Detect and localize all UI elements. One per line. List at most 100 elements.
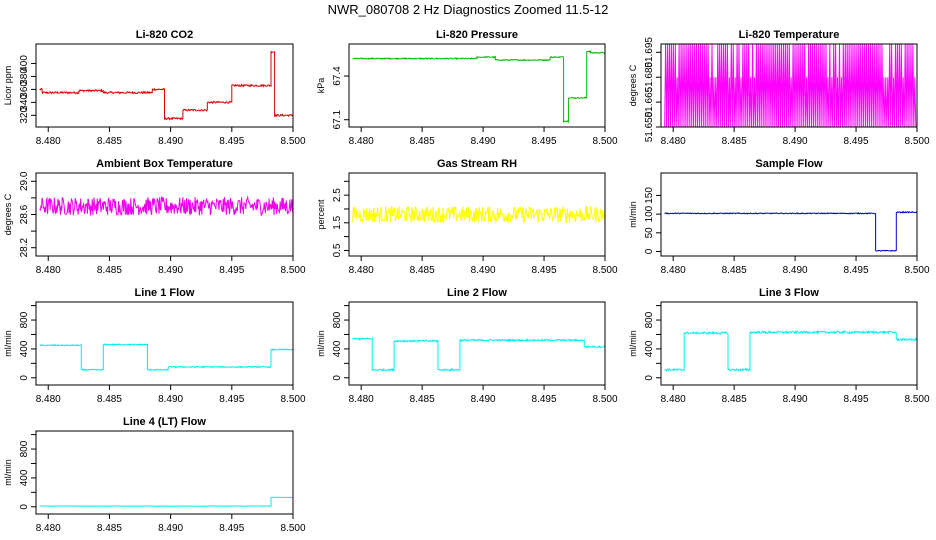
panel-title: Ambient Box Temperature [96,158,233,170]
y-tick-label: 51.680 [644,61,655,92]
y-tick-label: 0 [19,504,30,510]
y-tick-label: 360 [19,81,30,98]
x-tick-label: 8.500 [280,136,305,147]
plot-frame [348,172,606,257]
data-series-line [39,496,293,507]
x-tick-label: 8.495 [219,136,244,147]
x-tick-label: 8.480 [661,136,686,147]
y-tick-label: 29.0 [19,171,30,191]
x-tick-label: 8.490 [471,136,496,147]
x-axis: 8.480 8.485 8.490 8.495 8.500 [661,256,930,276]
chart-panel-7: Line 1 Flow ml/min 8.480 8.485 8.490 8.495 8.5… [3,287,306,405]
y-tick-label: 400 [332,340,343,357]
y-axis: 0 400 800 [332,305,349,381]
page-title: NWR_080708 2 Hz Diagnostics Zoomed 11.5-… [327,2,609,17]
chart-panel-5: Gas Stream RH percent 8.480 8.485 8.490 8.495… [316,158,618,276]
y-tick-label: 800 [19,311,30,328]
y-axis: 0.5 1.5 2.5 [332,180,349,257]
y-axis: 0 400 800 [19,305,36,381]
data-series-line [39,195,293,216]
x-axis: 8.480 8.485 8.490 8.495 8.500 [661,385,930,405]
x-tick-label: 8.490 [783,136,808,147]
y-tick-label: 0 [644,248,655,254]
x-tick-label: 8.500 [592,265,617,276]
x-tick-label: 8.490 [158,523,183,534]
data-series-line [664,210,917,252]
x-tick-label: 8.500 [280,523,305,534]
x-tick-label: 8.485 [722,136,747,147]
y-tick-label: 320 [19,107,30,124]
panel-title: Li-820 Pressure [436,29,518,41]
plot-frame [348,301,606,386]
y-tick-label: 100 [644,205,655,222]
plot-frame [660,172,918,257]
x-tick-label: 8.485 [722,394,747,405]
x-tick-label: 8.485 [97,523,122,534]
x-tick-label: 8.500 [904,265,929,276]
x-axis: 8.480 8.485 8.490 8.495 8.500 [36,385,306,405]
y-axis-label: degrees C [3,193,13,235]
y-tick-label: 340 [19,94,30,111]
y-tick-label: 0 [644,375,655,381]
y-axis-label: Licor ppm [3,66,13,106]
panel-title: Line 3 Flow [759,287,819,299]
x-tick-label: 8.495 [844,136,869,147]
x-tick-label: 8.490 [783,265,808,276]
x-tick-label: 8.485 [410,394,435,405]
x-tick-label: 8.485 [97,136,122,147]
y-axis-label: percent [316,199,326,230]
y-tick-label: 1.5 [332,215,343,229]
panel-title: Line 2 Flow [447,287,507,299]
y-tick-label: 50 [644,227,655,239]
x-tick-label: 8.485 [410,136,435,147]
y-tick-label: 0 [332,375,343,381]
plot-frame [35,172,294,257]
y-axis: 0 400 800 [19,434,36,510]
y-axis: 28.2 28.6 29.0 [19,171,36,257]
panel-title: Sample Flow [755,158,823,170]
y-axis-label: ml/min [3,330,13,357]
x-tick-label: 8.480 [36,394,61,405]
x-tick-label: 8.495 [219,523,244,534]
plot-frame [35,43,294,128]
x-tick-label: 8.480 [349,394,374,405]
x-tick-label: 8.495 [844,265,869,276]
y-tick-label: 400 [644,340,655,357]
y-axis-label: ml/min [316,330,326,357]
x-axis: 8.480 8.485 8.490 8.495 8.500 [349,127,618,147]
x-tick-label: 8.490 [158,265,183,276]
x-tick-label: 8.495 [219,394,244,405]
y-tick-label: 51.695 [644,37,655,68]
y-axis-label: kPa [316,78,326,94]
x-tick-label: 8.495 [219,265,244,276]
x-axis: 8.480 8.485 8.490 8.495 8.500 [349,256,618,276]
chart-panel-9: Line 3 Flow ml/min 8.480 8.485 8.490 8.495 8.5… [628,287,930,405]
x-axis: 8.480 8.485 8.490 8.495 8.500 [36,514,306,534]
y-tick-label: 800 [644,311,655,328]
panel-title: Line 4 (LT) Flow [123,416,206,428]
y-tick-label: 67.1 [332,110,343,130]
plot-frame [660,43,918,128]
x-tick-label: 8.500 [280,265,305,276]
data-series-line [664,44,917,127]
x-tick-label: 8.480 [349,265,374,276]
y-axis-label: degrees C [628,64,638,106]
y-tick-label: 51.650 [644,111,655,142]
y-tick-label: 800 [19,440,30,457]
data-series-line [39,343,293,372]
y-tick-label: 28.6 [19,204,30,224]
x-tick-label: 8.480 [661,394,686,405]
x-tick-label: 8.500 [904,394,929,405]
data-series-line [352,49,605,124]
data-series-line [664,329,917,372]
data-series-line [352,336,605,372]
x-tick-label: 8.490 [471,394,496,405]
y-tick-label: 400 [19,55,30,72]
